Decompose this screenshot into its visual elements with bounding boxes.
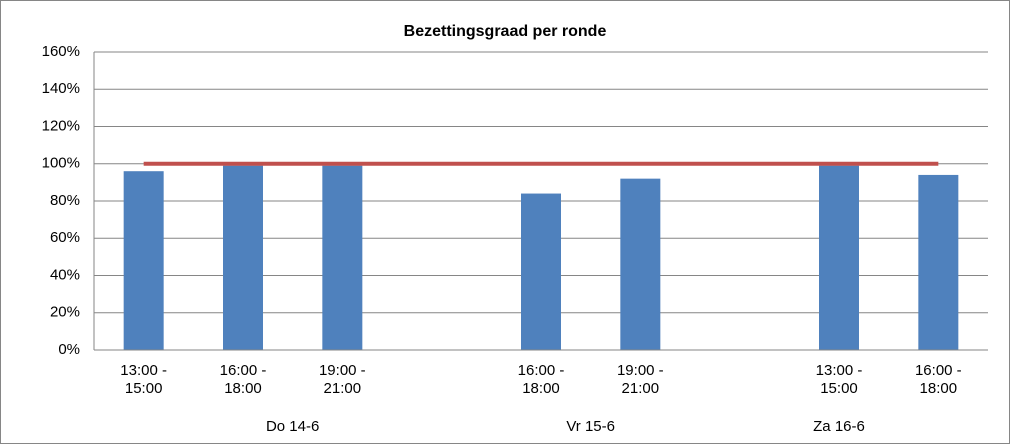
group-label: Vr 15-6 — [566, 418, 615, 435]
y-tick-label: 0% — [58, 341, 80, 358]
x-tick-label: 19:00 - 21:00 — [318, 362, 366, 397]
bar — [819, 165, 859, 350]
x-tick-label: 13:00 - 15:00 — [815, 362, 863, 397]
bar — [918, 174, 959, 350]
bar — [123, 171, 164, 350]
y-tick-label: 120% — [42, 117, 80, 134]
bar — [521, 193, 561, 350]
group-label: Do 14-6 — [265, 418, 320, 435]
y-tick-label: 60% — [50, 229, 80, 246]
x-tick-label: 16:00 - 18:00 — [219, 362, 267, 397]
y-tick-label: 100% — [42, 155, 80, 172]
y-tick-label: 80% — [50, 192, 80, 209]
bar — [322, 165, 363, 350]
y-tick-label: 160% — [42, 43, 80, 60]
y-tick-label: 20% — [50, 304, 80, 321]
x-tick-label: 16:00 - 18:00 — [914, 362, 962, 397]
x-tick-label: 13:00 - 15:00 — [120, 362, 167, 397]
group-label: Za 16-6 — [813, 418, 865, 435]
chart-title: Bezettingsgraad per ronde — [404, 23, 607, 40]
y-tick-label: 140% — [42, 80, 80, 97]
x-tick-label: 16:00 - 18:00 — [517, 362, 565, 397]
x-tick-label: 19:00 - 21:00 — [616, 362, 664, 397]
bar — [620, 178, 661, 350]
bar — [223, 165, 263, 350]
y-tick-label: 40% — [50, 266, 80, 283]
